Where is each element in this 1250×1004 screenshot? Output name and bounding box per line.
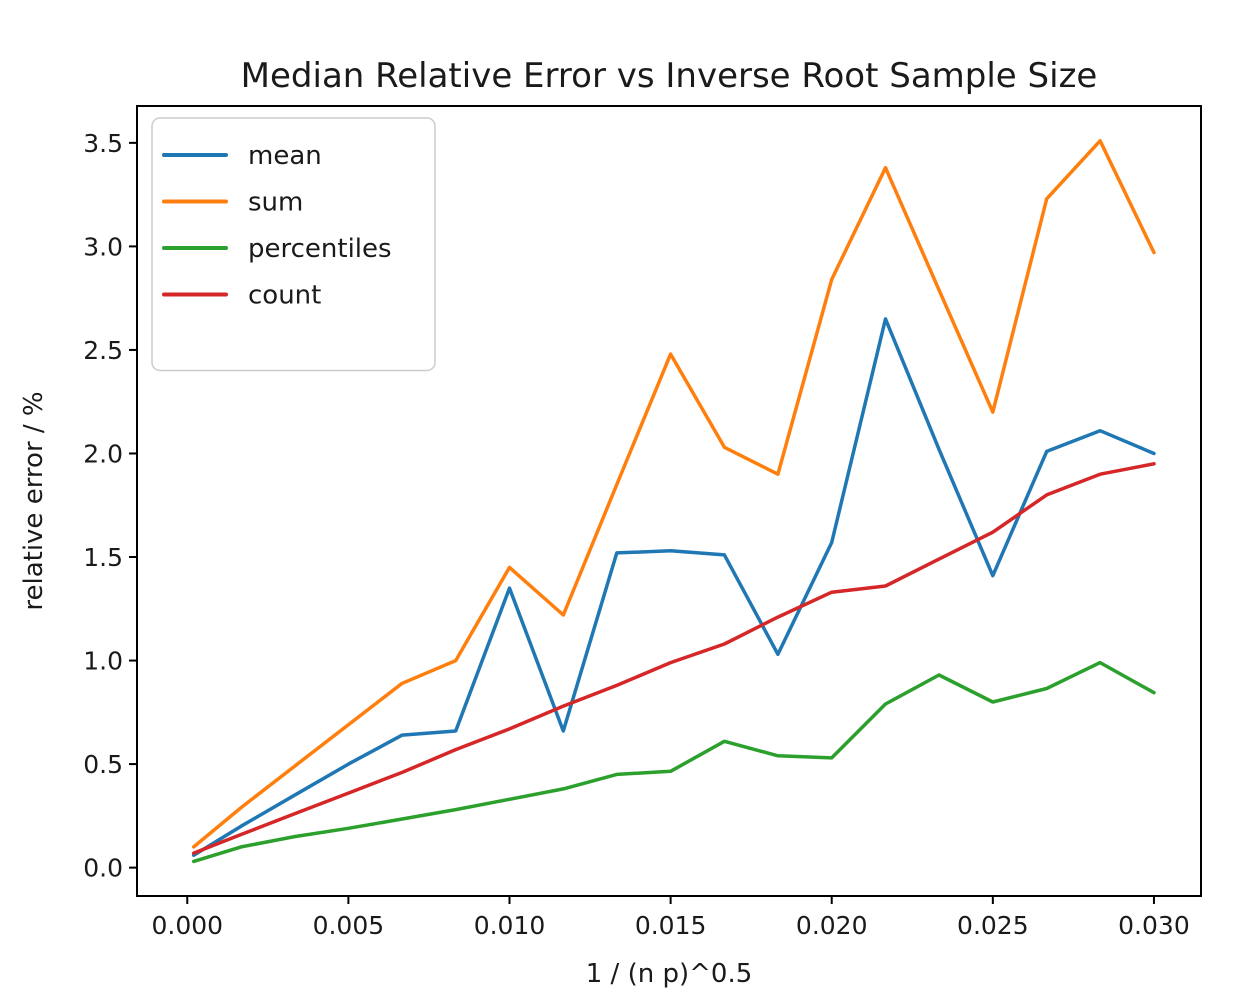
ticks-layer: 0.000 0.005 0.010 0.015 0.020 0.025 0.030 0.0 0.… xyxy=(83,129,1190,940)
legend-item-count: count xyxy=(248,281,321,311)
y-tick-label: 2.0 xyxy=(83,439,123,468)
line-count xyxy=(191,462,1156,855)
line-sum xyxy=(191,139,1156,849)
x-tick-label: 0.005 xyxy=(313,911,385,940)
legend-item-sum: sum xyxy=(248,188,303,218)
y-tick-label: 1.0 xyxy=(83,647,123,676)
x-tick-label: 0.020 xyxy=(796,911,868,940)
x-tick-label: 0.025 xyxy=(957,911,1029,940)
legend-item-mean: mean xyxy=(248,141,322,171)
y-tick-label: 3.0 xyxy=(83,232,123,261)
legend: mean sum percentiles count xyxy=(151,117,436,372)
line-mean xyxy=(191,317,1156,857)
y-axis-label: relative error / % xyxy=(19,391,49,610)
x-tick-label: 0.030 xyxy=(1118,911,1190,940)
x-tick-label: 0.015 xyxy=(635,911,707,940)
chart-title: Median Relative Error vs Inverse Root Sa… xyxy=(241,56,1098,96)
y-tick-label: 0.0 xyxy=(83,854,123,883)
x-tick-label: 0.000 xyxy=(151,911,223,940)
y-tick-label: 0.5 xyxy=(83,750,123,779)
x-tick-label: 0.010 xyxy=(474,911,546,940)
series-layer xyxy=(191,139,1156,864)
x-axis-label: 1 / (n p)^0.5 xyxy=(586,959,753,989)
line-percentiles xyxy=(191,660,1156,864)
y-tick-label: 3.5 xyxy=(83,129,123,158)
plot-frame xyxy=(136,105,1202,897)
y-tick-label: 1.5 xyxy=(83,543,123,572)
legend-item-percentiles: percentiles xyxy=(248,234,392,264)
y-tick-label: 2.5 xyxy=(83,336,123,365)
legend-box xyxy=(151,117,436,372)
